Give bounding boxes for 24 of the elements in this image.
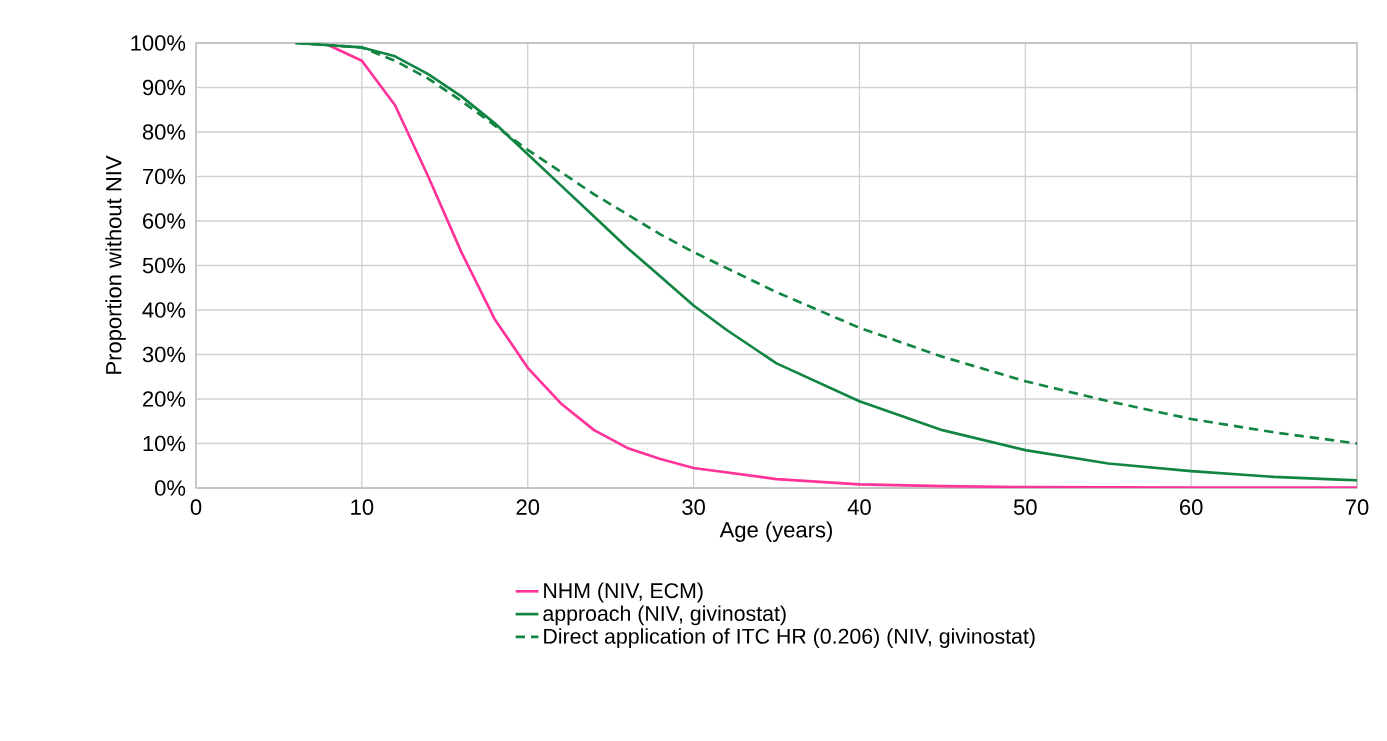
y-tick-label: 0%	[155, 480, 186, 496]
x-tick-label: 40	[847, 499, 871, 515]
y-tick-label: 50%	[142, 257, 186, 274]
x-tick-label: 50	[1013, 499, 1037, 515]
y-tick-label: 60%	[143, 213, 186, 229]
x-tick-label: 0	[190, 499, 202, 515]
y-tick-label: 30%	[142, 346, 186, 363]
y-tick-label: 80%	[142, 124, 186, 140]
y-tick-label: 40%	[142, 302, 186, 318]
x-tick-label: 70	[1345, 499, 1369, 515]
y-tick-label: 70%	[143, 168, 186, 185]
legend-label: approach (NIV, givinostat)	[543, 605, 786, 626]
y-axis-title: Proportion without NIV	[105, 155, 126, 374]
x-axis-title: Age (years)	[719, 521, 832, 542]
x-tick-label: 60	[1180, 499, 1203, 515]
legend-label: Direct application of ITC HR (0.206) (NIV, givinostat)	[544, 628, 1035, 649]
x-tick-label: 30	[682, 499, 705, 515]
y-tick-label: 90%	[142, 79, 186, 96]
y-tick-label: 20%	[143, 391, 186, 407]
y-tick-label: 100%	[131, 35, 186, 51]
y-tick-label: 10%	[143, 435, 186, 452]
x-tick-label: 10	[351, 499, 374, 515]
legend-label: NHM (NIV, ECM)	[544, 582, 703, 603]
x-tick-label: 20	[516, 499, 540, 515]
